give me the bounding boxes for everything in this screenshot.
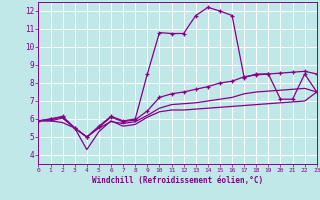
X-axis label: Windchill (Refroidissement éolien,°C): Windchill (Refroidissement éolien,°C)	[92, 176, 263, 185]
